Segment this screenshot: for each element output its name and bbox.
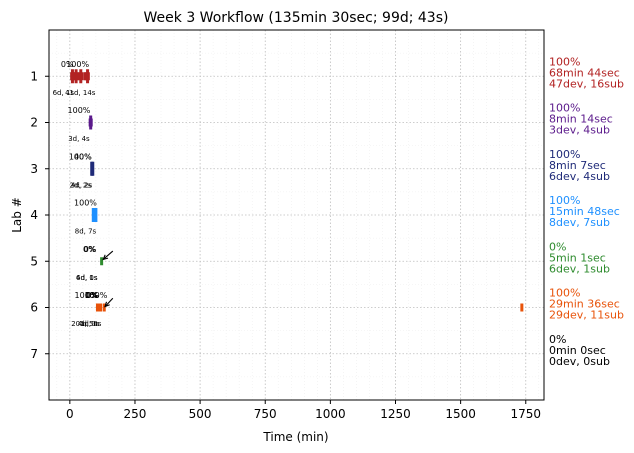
annotation-arrow-shaft [104, 297, 114, 307]
lab-4-pct-label: 100% [549, 194, 580, 207]
lab-7-time-label: 0min 0sec [549, 344, 606, 357]
lab-5-annotation: 6d, 1s [76, 274, 98, 282]
lab-1-annotation: 6d, 1s [53, 89, 75, 97]
lab-3-event-mark [91, 161, 95, 176]
x-tick-label: 0 [66, 407, 74, 421]
lab-5-time-label: 5min 1sec [549, 251, 606, 264]
lab-3-annotation: 2d, 2s [70, 181, 92, 189]
lab-2-annotation: 3d, 4s [68, 135, 90, 143]
lab-1-event-mark [75, 72, 79, 81]
x-tick-label: 500 [189, 407, 212, 421]
lab-6-event-mark [99, 303, 103, 312]
lab-1-annotation: 0% [61, 60, 74, 69]
lab-6-time-label: 29min 36sec [549, 298, 620, 311]
lab-3-annotation: 4d, 2s [71, 181, 93, 189]
grid-layer [49, 30, 544, 400]
x-axis-label: Time (min) [262, 430, 328, 444]
lab-4-annotation: 8d, 7s [75, 228, 97, 236]
x-tick-label: 750 [254, 407, 277, 421]
lab-1-event-mark [84, 72, 88, 81]
annotation-arrow-head [102, 254, 109, 261]
lab-6-event-mark [520, 303, 524, 312]
lab-1-annotation: 41d, 14s [65, 89, 96, 97]
lab-4-annotation: 100% [74, 199, 97, 208]
lab-5-event-mark [100, 257, 104, 266]
lab-5-annotation: 0% [84, 245, 97, 254]
y-tick-label: 1 [30, 69, 38, 83]
lab-1-event-mark [80, 72, 84, 81]
lab-1-counts-label: 47dev, 16sub [549, 77, 624, 90]
lab-6-pct-label: 100% [549, 287, 580, 300]
lab-3-counts-label: 6dev, 4sub [549, 170, 610, 183]
lab-7-counts-label: 0dev, 0sub [549, 355, 610, 368]
x-tick-label: 1500 [445, 407, 476, 421]
x-tick-label: 1750 [510, 407, 541, 421]
lab-6-annotation: 0% [86, 291, 99, 300]
marks-layer [70, 69, 524, 312]
x-tick-label: 250 [124, 407, 147, 421]
x-tick-label: 1250 [380, 407, 411, 421]
y-tick-label: 6 [30, 301, 38, 315]
lab-5-counts-label: 6dev, 1sub [549, 262, 610, 275]
ticks-layer: 0 250 500 750 1000 1250 1500 1750 1 2 3 4 5 6 7 [30, 69, 541, 421]
lab-6-annotation: 100% [75, 291, 98, 300]
y-tick-label: 3 [30, 162, 38, 176]
lab-1-event-mark [77, 72, 81, 81]
lab-6-counts-label: 29dev, 11sub [549, 309, 624, 322]
lab-6-annotation: 1d, 0s [80, 320, 102, 328]
lab-7-pct-label: 0% [549, 333, 566, 346]
lab-4-event-mark [94, 208, 98, 222]
lab-2-time-label: 8min 14sec [549, 113, 613, 126]
y-axis-label: Lab # [10, 197, 24, 233]
lab-2-event-mark [89, 118, 93, 127]
y-tick-label: 5 [30, 254, 38, 268]
y-tick-label: 4 [30, 208, 38, 222]
lab-6-annotation: 4d, 0s [78, 320, 100, 328]
chart-title: Week 3 Workflow (135min 30sec; 99d; 43s) [144, 10, 449, 26]
lab-3-annotation: 100% [69, 152, 92, 161]
lab-5-annotation: 0% [83, 245, 96, 254]
lab-3-pct-label: 100% [549, 148, 580, 161]
lab-6-annotation: 0% [85, 291, 98, 300]
annotation-arrow-head [104, 301, 110, 308]
lab-6-annotation: 100% [84, 291, 107, 300]
y-tick-label: 7 [30, 347, 38, 361]
lab-1-pct-label: 100% [549, 55, 580, 68]
lab-1-event-mark [86, 72, 90, 81]
lab-2-counts-label: 3dev, 4sub [549, 124, 610, 137]
lab-3-annotation: 40% [74, 152, 92, 161]
annotation-arrow-shaft [102, 250, 114, 260]
lab-1-event-mark [71, 72, 75, 81]
x-tick-label: 1000 [315, 407, 346, 421]
lab-6-event-mark [102, 303, 106, 312]
lab-5-pct-label: 0% [549, 240, 566, 253]
lab-3-time-label: 8min 7sec [549, 159, 606, 172]
lab-4-time-label: 15min 48sec [549, 205, 620, 218]
lab-4-counts-label: 8dev, 7sub [549, 216, 610, 229]
lab-1-time-label: 68min 44sec [549, 66, 620, 79]
lab-6-annotation: 20d, 5s [71, 320, 97, 328]
lab-2-pct-label: 100% [549, 102, 580, 115]
lab-2-annotation: 100% [68, 106, 91, 115]
y-tick-label: 2 [30, 116, 38, 130]
lab-5-annotation: 4d, 0s [76, 274, 98, 282]
lab-1-annotation: 100% [66, 60, 89, 69]
